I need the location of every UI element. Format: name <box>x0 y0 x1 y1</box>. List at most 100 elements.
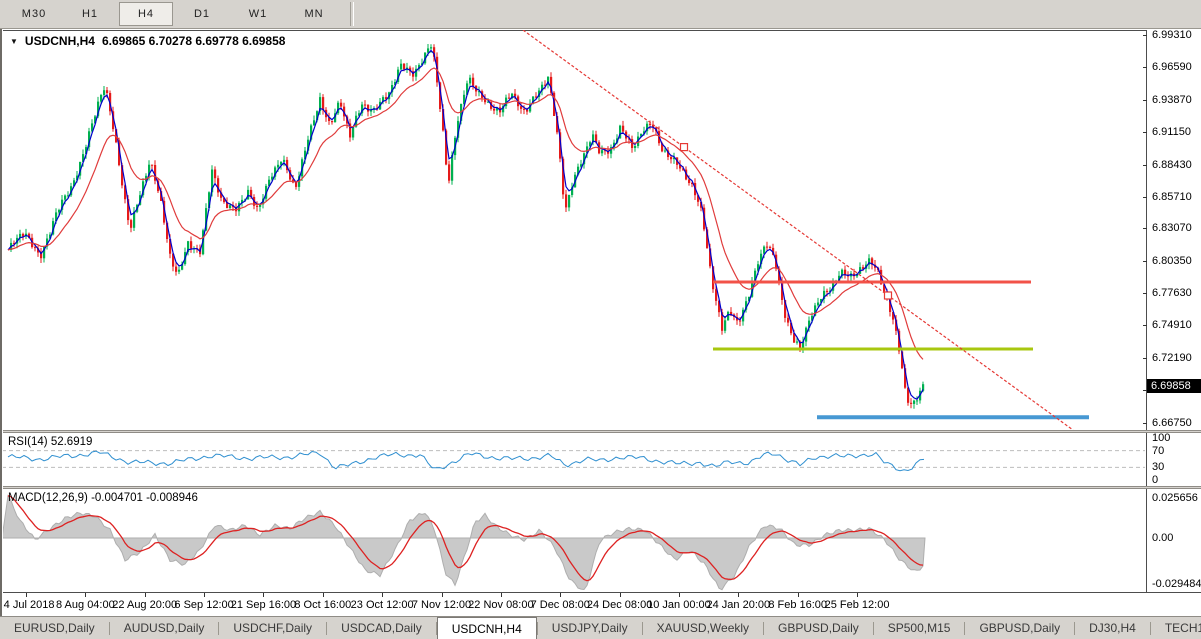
timeframe-button-w1[interactable]: W1 <box>248 8 268 20</box>
time-axis[interactable]: 24 Jul 2018 8 Aug 04:00 22 Aug 20:00 6 Sep … <box>0 592 1201 616</box>
macd-indicator-panel: MACD(12,26,9) -0.004701 -0.008946 0.0256… <box>0 489 1201 592</box>
chart-tab-usdcad-daily[interactable]: USDCAD,Daily <box>341 621 422 635</box>
chart-ohlc-values: 6.69865 6.70278 6.69778 6.69858 <box>101 34 286 48</box>
timeframe-buttons: M30 H1 H4 D1 W1 MN <box>6 2 342 26</box>
timeframe-button-mn[interactable]: MN <box>304 8 324 20</box>
timeframe-button-h4[interactable]: H4 <box>119 2 173 26</box>
time-tick <box>26 593 27 597</box>
axis-tick <box>1143 35 1147 36</box>
price-axis-label: 6.99310 <box>1152 29 1192 41</box>
timeframe-toolbar: M30 H1 H4 D1 W1 MN <box>0 0 1201 29</box>
time-tick <box>441 593 443 597</box>
time-tick <box>204 593 206 597</box>
price-chart-canvas[interactable] <box>2 30 1145 430</box>
time-axis-label: 8 Feb 16:00 <box>768 599 828 611</box>
time-axis-label: 8 Aug 04:00 <box>55 599 115 611</box>
time-axis-label: 8 Oct 16:00 <box>294 599 352 611</box>
macd-axis-label: 0.025656 <box>1152 491 1198 504</box>
macd-axis-label: -0.029484 <box>1152 578 1201 591</box>
chart-tab-gbpusd-daily[interactable]: GBPUSD,Daily <box>979 621 1061 635</box>
chart-symbol-timeframe: USDCNH,H4 <box>24 34 95 48</box>
main-chart-panel: ▼ USDCNH,H4 6.69865 6.70278 6.69778 6.69… <box>0 29 1201 430</box>
chart-tab-dj30-h4[interactable]: DJ30,H4 <box>1089 621 1136 635</box>
time-axis-label: 24 Jul 2018 <box>0 599 55 611</box>
rsi-axis: 100 70 30 0 <box>1146 432 1201 486</box>
timeframe-button-h1[interactable]: H1 <box>81 8 99 20</box>
time-axis-label: 22 Nov 08:00 <box>468 599 534 611</box>
timeframe-button-m30[interactable]: M30 <box>21 8 47 20</box>
rsi-label: RSI(14) 52.6919 <box>8 436 93 448</box>
price-axis[interactable]: 6.99310 6.96590 6.93870 6.91150 6.88430 6.857… <box>1143 29 1201 430</box>
chart-tab-usdjpy-daily[interactable]: USDJPY,Daily <box>551 621 628 635</box>
rsi-axis-label: 100 <box>1152 432 1171 444</box>
time-tick <box>382 593 384 597</box>
rsi-axis-label: 0 <box>1152 474 1159 486</box>
rsi-axis-label: 70 <box>1152 444 1165 457</box>
toolbar-separator <box>350 2 354 26</box>
chart-tab-audusd-daily[interactable]: AUDUSD,Daily <box>123 621 205 635</box>
tab-separator <box>218 621 220 635</box>
tab-separator <box>326 621 328 635</box>
axis-tick <box>1143 293 1147 295</box>
price-axis-label: 6.93870 <box>1152 93 1192 106</box>
macd-canvas[interactable] <box>2 489 1145 592</box>
axis-tick <box>1143 164 1147 166</box>
panel-splitter[interactable] <box>0 486 1201 489</box>
tab-separator <box>108 621 110 635</box>
price-axis-label: 6.83070 <box>1152 222 1192 235</box>
panel-splitter[interactable] <box>0 430 1201 433</box>
price-axis-label: 6.80350 <box>1152 254 1192 267</box>
axis-tick <box>1143 132 1147 134</box>
time-axis-label: 21 Sep 16:00 <box>230 599 297 611</box>
axis-tick <box>1143 196 1147 198</box>
timeframe-button-d1[interactable]: D1 <box>193 8 211 20</box>
time-axis-label: 24 Dec 08:00 <box>586 599 653 611</box>
price-axis-label: 6.72190 <box>1152 351 1192 364</box>
tab-separator <box>435 621 437 635</box>
time-tick <box>678 593 680 597</box>
time-tick <box>85 593 87 597</box>
time-tick <box>322 593 324 597</box>
time-tick <box>263 593 265 597</box>
chart-tab-xauusd-weekly[interactable]: XAUUSD,Weekly <box>656 621 750 635</box>
chart-tab-gbpusd-daily[interactable]: GBPUSD,Daily <box>778 621 859 635</box>
rsi-indicator-panel: RSI(14) 52.6919 100 70 30 0 <box>0 432 1201 486</box>
axis-tick <box>1143 422 1147 424</box>
time-axis-label: 7 Nov 12:00 <box>411 599 472 611</box>
time-tick <box>797 593 799 597</box>
price-axis-label: 6.74910 <box>1152 319 1192 332</box>
price-axis-label: 6.66750 <box>1152 416 1192 429</box>
time-tick <box>619 593 621 597</box>
chart-top-border <box>0 30 1201 31</box>
rsi-axis-label: 30 <box>1152 461 1165 474</box>
time-tick <box>144 593 146 597</box>
price-axis-label: 6.85710 <box>1152 190 1192 203</box>
chart-tab-tech100-h1[interactable]: TECH100,H1 <box>1164 621 1201 635</box>
axis-tick <box>1143 325 1147 327</box>
time-axis-label: 24 Jan 20:00 <box>706 599 771 611</box>
time-axis-label: 25 Feb 12:00 <box>824 599 890 611</box>
time-axis-label: 22 Aug 20:00 <box>112 599 178 611</box>
tab-separator <box>763 621 765 635</box>
tab-separator <box>1149 621 1151 635</box>
chart-tab-usdcnh-h4[interactable]: USDCNH,H4 <box>436 617 537 639</box>
chart-title: ▼ USDCNH,H4 6.69865 6.70278 6.69778 6.69… <box>10 34 285 48</box>
tab-separator <box>1074 621 1076 635</box>
tab-separator <box>641 621 643 635</box>
price-axis-label: 6.77630 <box>1152 287 1192 300</box>
chart-tabs-bar: EURUSD,Daily AUDUSD,Daily USDCHF,Daily USDC… <box>0 616 1201 639</box>
symbol-dropdown-icon[interactable]: ▼ <box>10 36 18 46</box>
tab-separator <box>872 621 874 635</box>
chart-tab-eurusd-daily[interactable]: EURUSD,Daily <box>14 621 95 635</box>
time-axis-label: 23 Oct 12:00 <box>350 599 414 611</box>
time-axis-label: 6 Sep 12:00 <box>174 599 234 611</box>
time-tick <box>738 593 740 597</box>
window-left-border <box>0 29 3 617</box>
axis-tick <box>1143 67 1147 69</box>
axis-tick <box>1143 357 1147 359</box>
chart-tab-sp500-m15[interactable]: SP500,M15 <box>887 621 951 635</box>
chart-tab-usdchf-daily[interactable]: USDCHF,Daily <box>233 621 313 635</box>
rsi-canvas[interactable] <box>2 433 1145 486</box>
price-axis-label: 6.91150 <box>1152 126 1191 139</box>
tab-separator <box>536 621 538 635</box>
